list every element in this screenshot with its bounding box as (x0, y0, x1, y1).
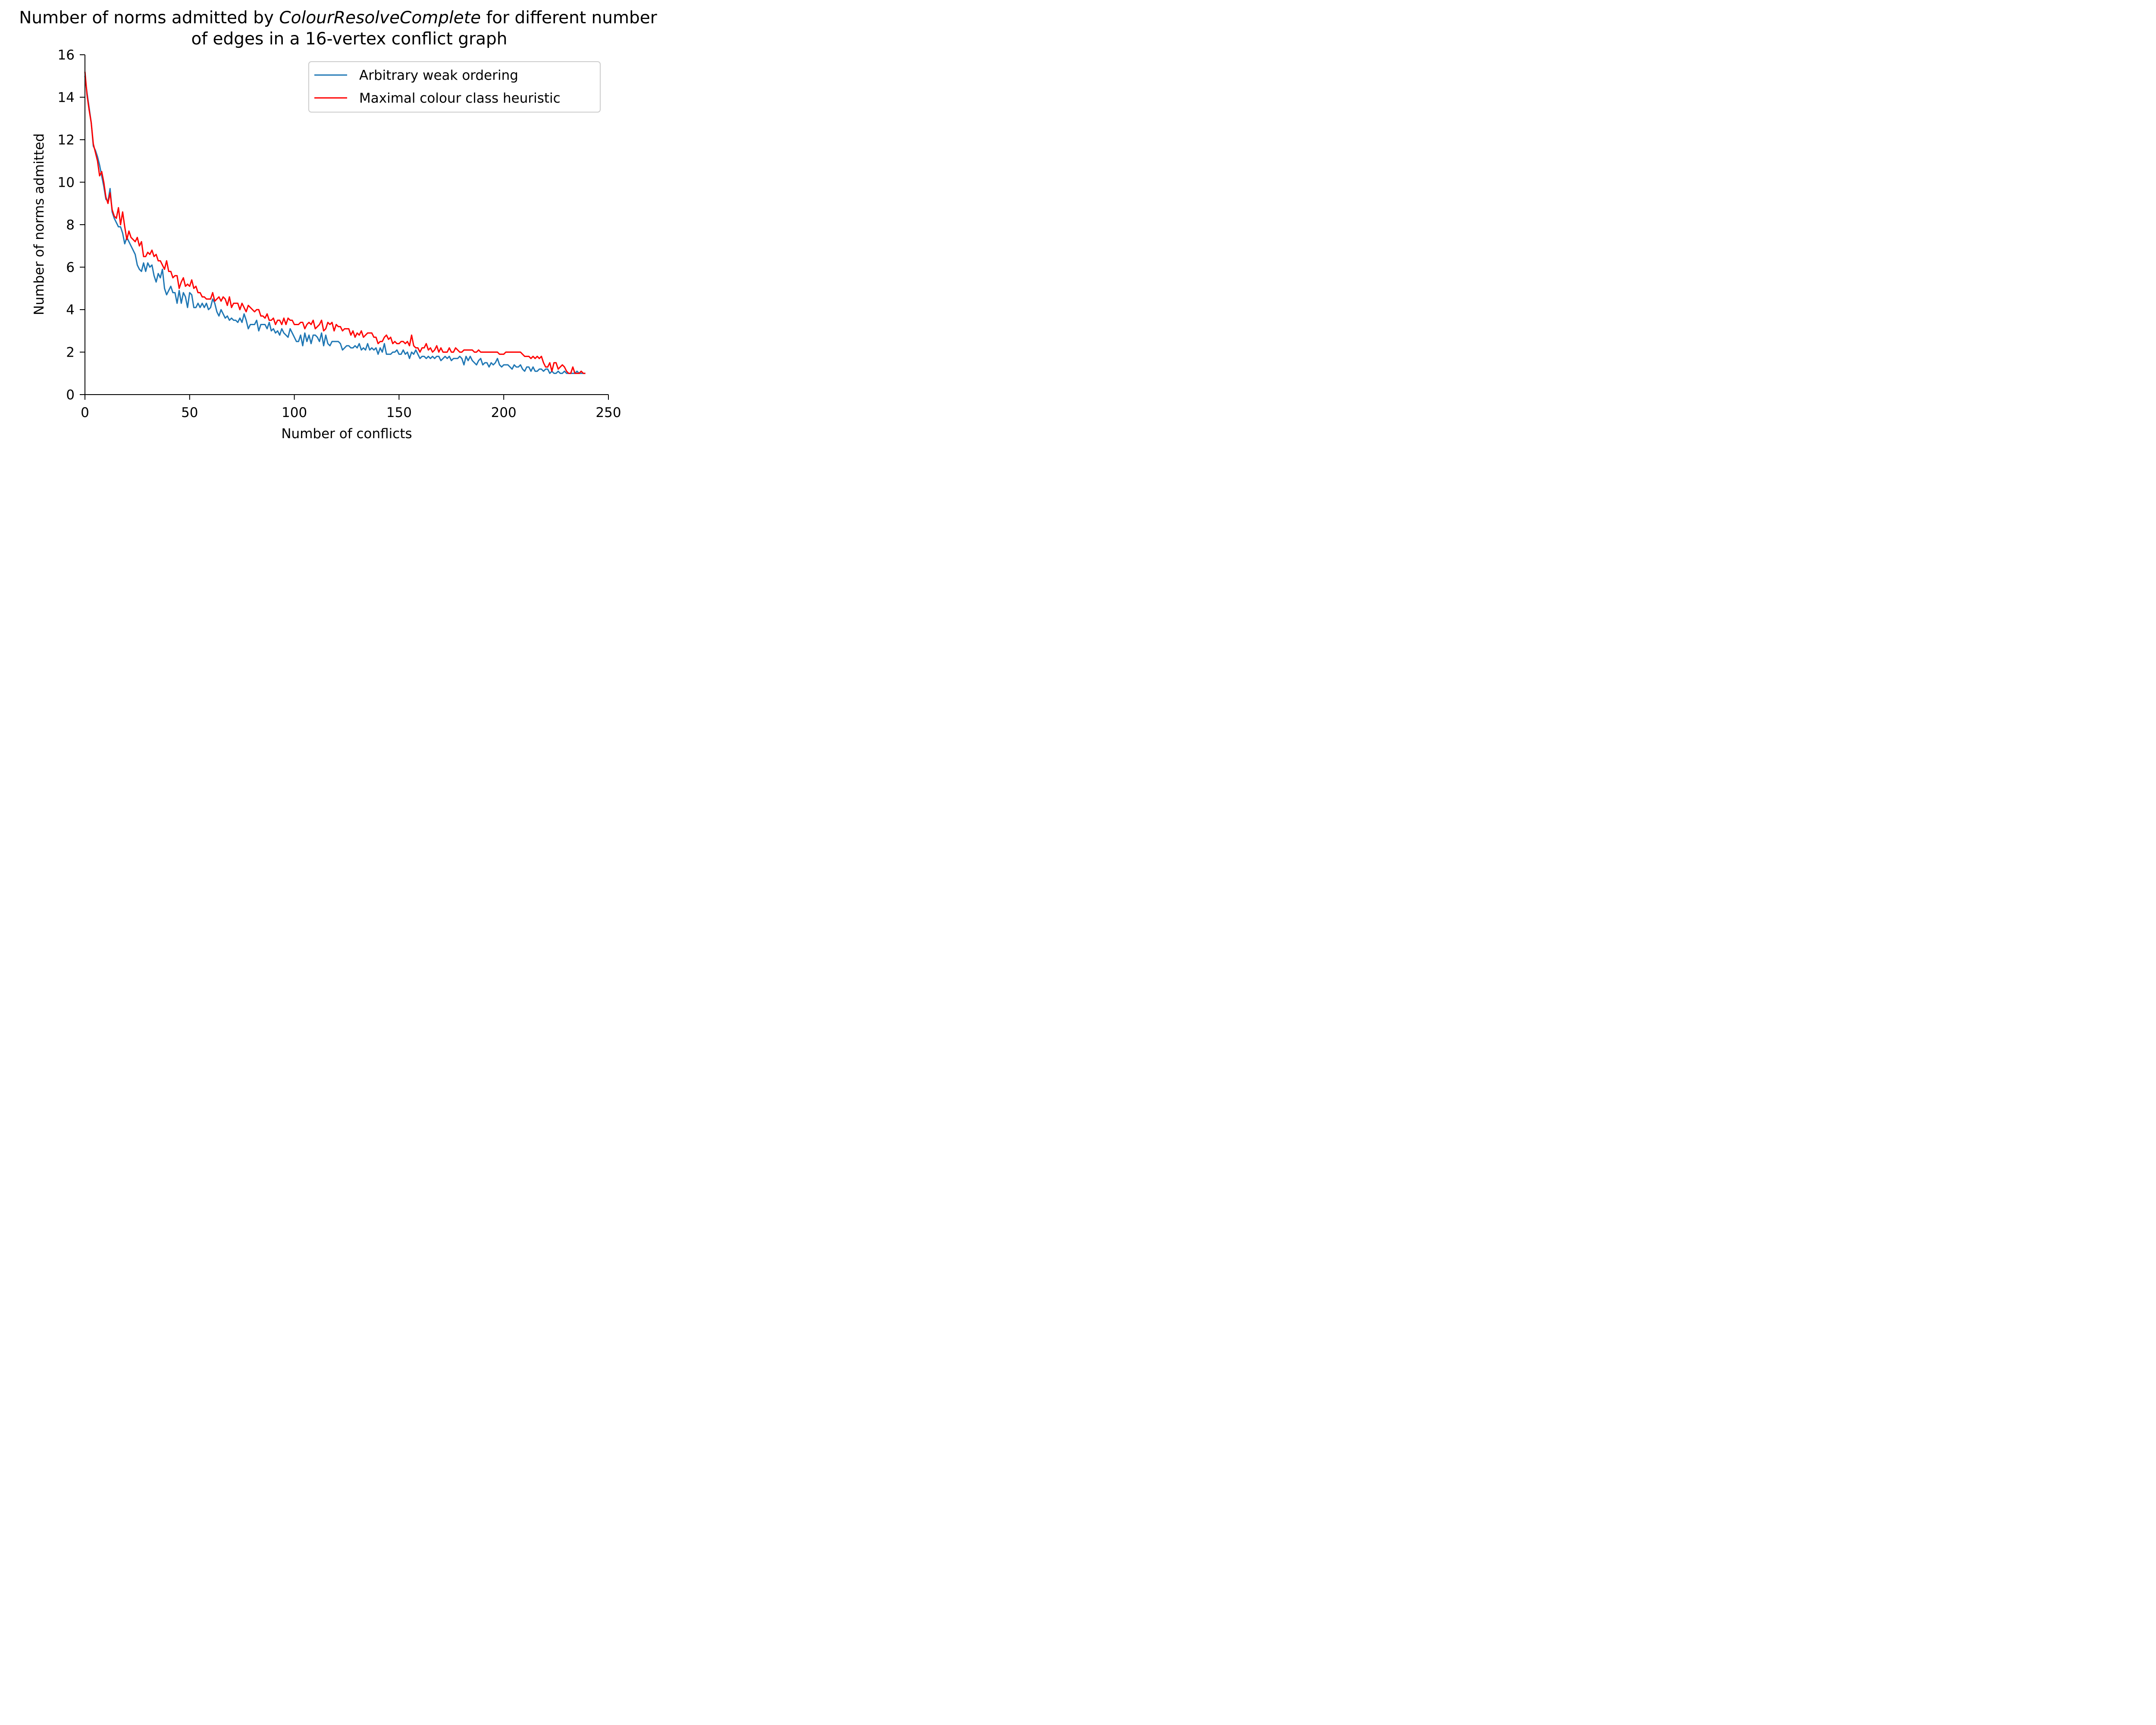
chart-title: Number of norms admitted by ColourResolv… (19, 8, 657, 28)
x-ticks: 0 50 100 150 200 250 (81, 395, 621, 420)
series-line-arbitrary-weak-ordering (84, 76, 586, 374)
chart-title-prefix: Number of norms admitted by (19, 8, 279, 28)
y-tick-label: 8 (66, 217, 75, 233)
legend-box (308, 61, 601, 113)
legend-label-maximal: Maximal colour class heuristic (359, 91, 561, 106)
x-tick-label: 0 (81, 405, 89, 420)
chart-title-suffix: for different number (481, 8, 658, 28)
x-tick-label: 150 (386, 405, 412, 420)
line-chart: Number of norms admitted by ColourResolv… (19, 8, 657, 442)
y-tick-label: 2 (66, 345, 75, 361)
x-axis-label: Number of conflicts (281, 426, 412, 442)
y-tick-label: 14 (58, 90, 75, 106)
x-tick-label: 200 (491, 405, 517, 420)
y-ticks: 0 2 4 6 8 10 12 14 16 (58, 47, 85, 403)
chart-title-emphasis: ColourResolveComplete (279, 8, 481, 28)
y-axis-label: Number of norms admitted (31, 133, 47, 315)
chart-title-line2: of edges in a 16-vertex conflict graph (191, 29, 507, 49)
y-tick-label: 16 (58, 47, 75, 63)
y-tick-label: 6 (66, 260, 75, 276)
x-tick-label: 100 (282, 405, 307, 420)
y-tick-label: 0 (66, 387, 75, 403)
x-tick-label: 50 (181, 405, 198, 420)
series-line-maximal-colour-class-heuristic (84, 72, 586, 374)
y-tick-label: 10 (58, 175, 75, 191)
x-tick-label: 250 (595, 405, 621, 420)
series-layer (84, 72, 586, 374)
y-tick-label: 4 (66, 302, 75, 318)
legend-label-arbitrary: Arbitrary weak ordering (359, 68, 518, 83)
y-tick-label: 12 (58, 132, 75, 148)
legend: Arbitrary weak ordering Maximal colour c… (308, 61, 601, 113)
